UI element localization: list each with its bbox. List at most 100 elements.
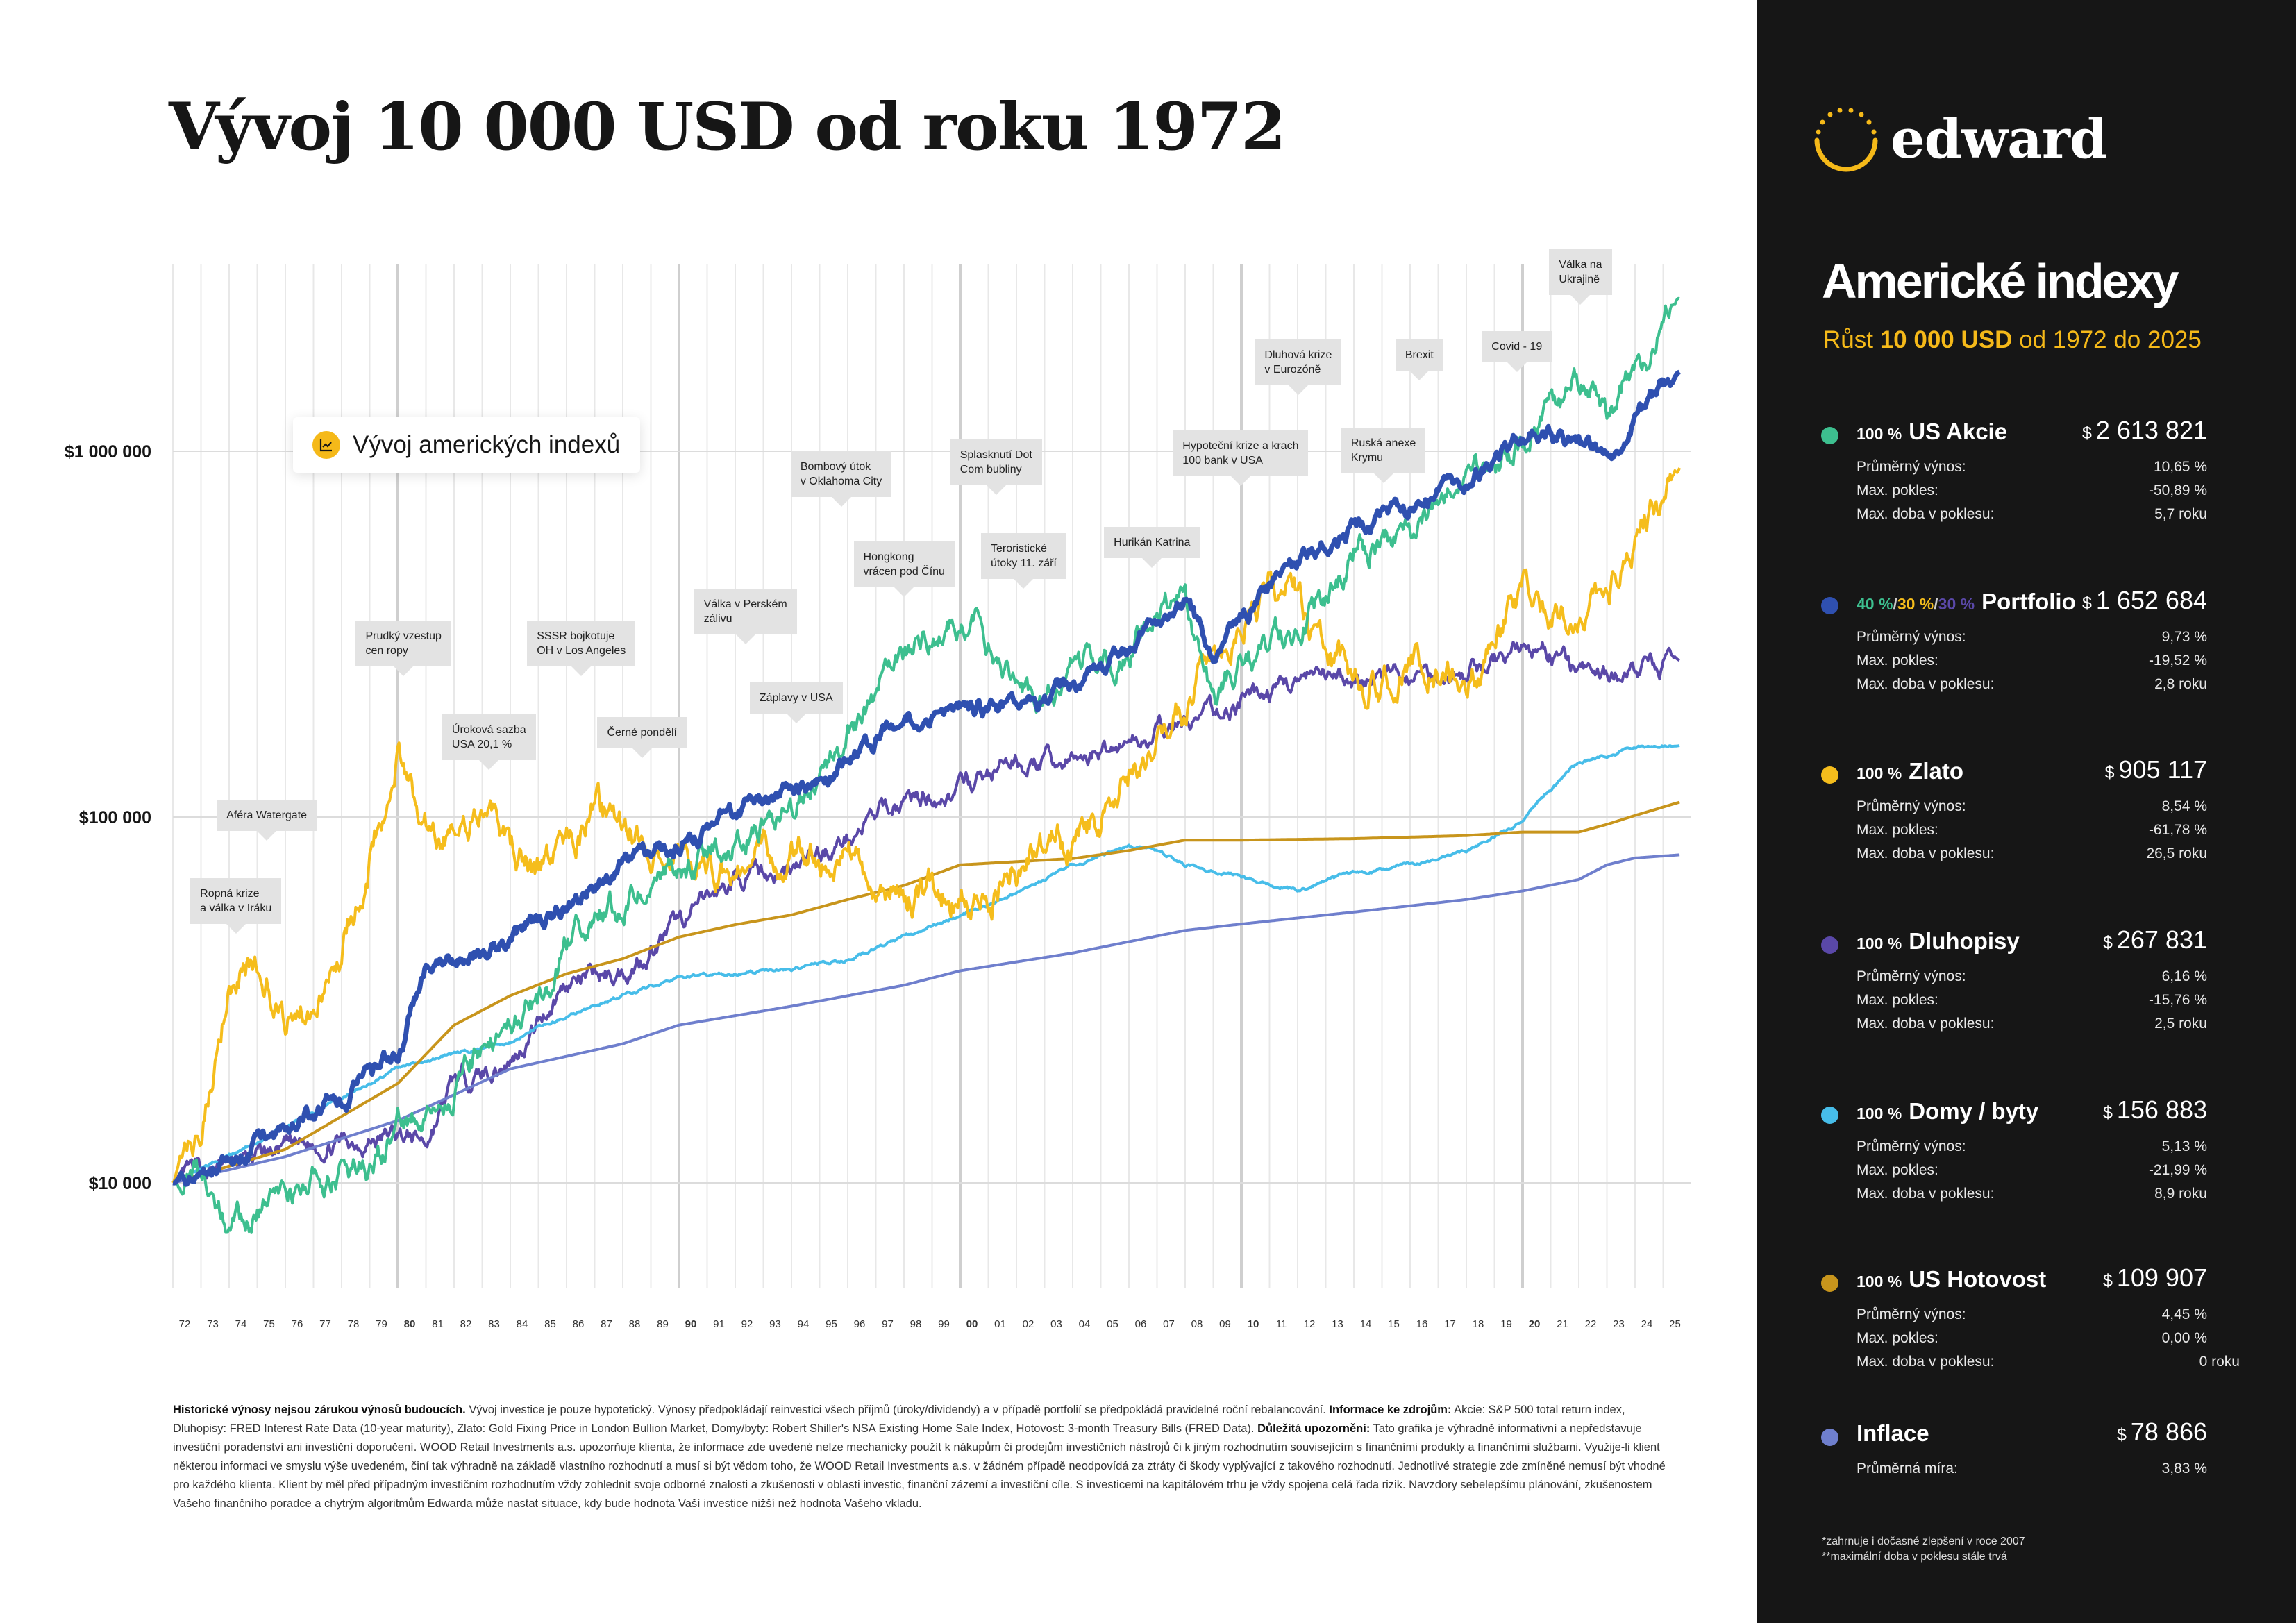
allocation-percent: 100 % <box>1857 1104 1902 1122</box>
x-axis-labels: 72 73 74 75 76 77 78 79 80 81 82 83 84 85 86 87 88 89 90 91… <box>179 1318 1681 1330</box>
x-tick-label: 03 <box>1050 1318 1062 1330</box>
x-tick-label: 18 <box>1473 1318 1484 1330</box>
series-line-zlato <box>171 467 1681 1184</box>
event-callout: Záplavy v USA <box>749 682 843 723</box>
series-line-portfolio <box>171 369 1681 1187</box>
x-tick-label: 02 <box>1023 1318 1034 1330</box>
value-amount: 2 613 821 <box>2095 416 2207 444</box>
x-tick-label: 16 <box>1416 1318 1428 1330</box>
asset-heading: 100 % Zlato <box>1857 758 1963 784</box>
stat-row: Max. pokles: -61,78 % <box>1857 822 2207 839</box>
series-color-dot <box>1821 936 1838 954</box>
stat-row: Max. doba v poklesu: 0 roku <box>1857 1354 2240 1370</box>
stat-value: 10,65 % <box>2153 459 2207 475</box>
x-tick-label: 83 <box>488 1318 500 1330</box>
event-callout: Ruská anexe Krymu <box>1341 427 1426 483</box>
allocation-percent: 100 % <box>1857 764 1902 782</box>
x-tick-label: 80 <box>404 1318 416 1330</box>
x-tick-label: 95 <box>826 1318 837 1330</box>
y-axis-labels: $10 000 $100 000 $1 000 000 <box>65 442 151 1193</box>
stat-row: Max. pokles: -19,52 % <box>1857 653 2207 669</box>
stat-label: Průměrný výnos: <box>1857 798 1966 814</box>
x-tick-label: 15 <box>1388 1318 1400 1330</box>
event-callout: Úroková sazba USA 20,1 % <box>442 714 536 771</box>
footnote: **maximální doba v poklesu stále trvá <box>1822 1551 2007 1563</box>
x-tick-label: 78 <box>348 1318 360 1330</box>
stat-row: Průměrná míra: 3,83 % <box>1857 1461 2207 1477</box>
x-tick-label: 04 <box>1079 1318 1091 1330</box>
x-tick-label: 25 <box>1669 1318 1681 1330</box>
stat-row: Max. doba v poklesu: 26,5 roku <box>1857 846 2207 862</box>
stat-label: Max. doba v poklesu: <box>1857 1186 1995 1202</box>
allocation-percent: 100 % <box>1857 1272 1902 1290</box>
stat-label: Průměrný výnos: <box>1857 1306 1966 1322</box>
event-callout: Hurikán Katrina <box>1104 527 1200 569</box>
stat-value: 8,54 % <box>2161 798 2207 814</box>
stat-value: 2,5 roku <box>2154 1016 2207 1032</box>
asset-final-value: $78 866 <box>2117 1418 2207 1447</box>
asset-name: Domy / byty <box>1909 1098 2039 1124</box>
allocation-percent: 40 %/30 %/30 % <box>1857 595 1975 613</box>
series-color-dot <box>1821 597 1838 614</box>
asset-final-value: $109 907 <box>2103 1263 2207 1293</box>
stat-value: 5,7 roku <box>2154 506 2207 522</box>
chart-icon <box>312 431 340 459</box>
asset-name: Portfolio <box>1981 589 2076 614</box>
stat-label: Průměrná míra: <box>1857 1461 1958 1477</box>
stat-row: Max. doba v poklesu: 2,8 roku <box>1857 676 2207 693</box>
stat-value: 6,16 % <box>2161 968 2207 984</box>
currency-symbol: $ <box>2116 1425 2127 1445</box>
asset-heading: 100 % Dluhopisy <box>1857 928 2020 955</box>
y-tick-label: $1 000 000 <box>65 442 151 462</box>
asset-final-value: $267 831 <box>2103 925 2207 955</box>
event-callout: SSSR bojkotuje OH v Los Angeles <box>527 621 636 677</box>
asset-name: Zlato <box>1909 758 1964 784</box>
allocation-part: 40 % <box>1857 595 1893 613</box>
x-tick-label: 73 <box>207 1318 219 1330</box>
x-tick-label: 23 <box>1613 1318 1625 1330</box>
stat-row: Max. doba v poklesu: 8,9 roku <box>1857 1186 2207 1202</box>
x-tick-label: 98 <box>910 1318 922 1330</box>
stat-row: Průměrný výnos: 8,54 % <box>1857 798 2207 815</box>
edward-logo: edward <box>1811 104 2107 174</box>
currency-symbol: $ <box>2081 423 2092 443</box>
value-amount: 267 831 <box>2116 925 2207 954</box>
stat-row: Max. pokles: -15,76 % <box>1857 992 2207 1009</box>
subtitle-text: Růst <box>1823 326 1880 353</box>
series-line-dluhopisy <box>172 641 1681 1184</box>
stat-value: 2,8 roku <box>2154 676 2207 692</box>
asset-heading: Inflace <box>1857 1420 1929 1447</box>
series-line-domy-byty <box>172 744 1680 1184</box>
stat-row: Max. pokles: -21,99 % <box>1857 1162 2207 1179</box>
footnote: *zahrnuje i dočasné zlepšení v roce 2007 <box>1822 1536 2025 1547</box>
x-tick-label: 19 <box>1500 1318 1512 1330</box>
stat-label: Průměrný výnos: <box>1857 629 1966 645</box>
x-tick-label: 93 <box>769 1318 781 1330</box>
x-tick-label: 89 <box>657 1318 669 1330</box>
x-tick-label: 08 <box>1191 1318 1203 1330</box>
x-tick-label: 13 <box>1332 1318 1343 1330</box>
event-callout: Brexit <box>1395 339 1443 381</box>
subtitle-amount: 10 000 USD <box>1879 326 2013 353</box>
allocation-part: / <box>1934 595 1938 613</box>
x-tick-label: 07 <box>1163 1318 1175 1330</box>
currency-symbol: $ <box>2081 594 2092 613</box>
series-line-us-akcie <box>172 296 1680 1234</box>
allocation-part: 30 % <box>1897 595 1934 613</box>
stat-value: -15,76 % <box>2148 992 2207 1008</box>
x-tick-label: 11 <box>1276 1318 1287 1330</box>
stat-row: Max. pokles: 0,00 % <box>1857 1330 2207 1347</box>
currency-symbol: $ <box>2104 763 2115 782</box>
stat-label: Průměrný výnos: <box>1857 459 1966 475</box>
side-panel: edward Americké indexy Růst 10 000 USD o… <box>1757 0 2296 1623</box>
series-color-dot <box>1821 427 1838 444</box>
event-callout: Válka v Perském zálivu <box>694 588 797 644</box>
x-tick-label: 94 <box>798 1318 810 1330</box>
event-callout: Teroristické útoky 11. září <box>981 532 1066 589</box>
sun-logo-icon <box>1814 108 1878 172</box>
disclaimer-part: Tato grafika je výhradně informativní a … <box>173 1422 1666 1510</box>
series-color-dot <box>1821 1429 1838 1446</box>
disclaimer-part: Akcie: S&P 500 total return index, Dluho… <box>173 1404 1625 1435</box>
x-tick-label: 86 <box>573 1318 585 1330</box>
value-amount: 78 866 <box>2130 1418 2207 1446</box>
